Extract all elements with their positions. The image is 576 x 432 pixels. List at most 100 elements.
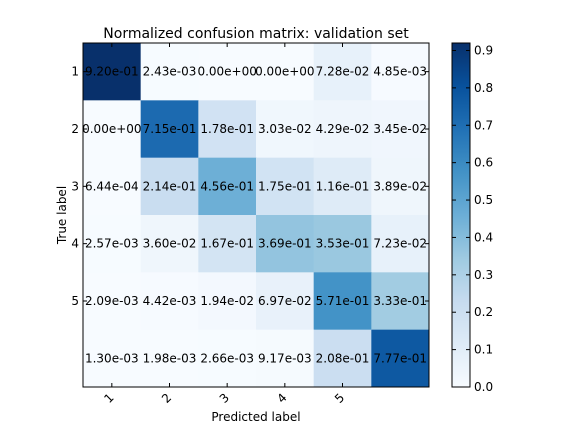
y-axis-ticks: 1 2 3 4 5 — [71, 65, 429, 308]
heatmap-cell — [313, 43, 372, 101]
colorbar-tick-label: 0.6 — [474, 156, 493, 170]
cell-value-label: 1.67e-01 — [200, 237, 254, 251]
heatmap-cell — [256, 157, 315, 216]
heatmap-cell — [371, 43, 430, 101]
heatmap-cell — [140, 272, 199, 331]
x-tick-label: 3 — [217, 391, 232, 406]
y-axis-label: True label — [55, 186, 69, 245]
cell-value-label: 1.98e-03 — [143, 351, 197, 365]
heatmap-cell-labels: 9.20e-01 2.43e-03 0.00e+000.00e+00 7.28e-02… — [82, 65, 427, 366]
y-tick-label: 2 — [71, 122, 79, 136]
heatmap-cell — [256, 272, 315, 331]
heatmap-cell — [198, 100, 257, 159]
y-tick-label: 1 — [71, 65, 79, 79]
cell-value-label: 2.57e-03 — [85, 237, 139, 251]
cell-value-label: 1.30e-03 — [85, 351, 139, 365]
cell-value-label: 4.29e-02 — [316, 122, 370, 136]
colorbar-tick-label: 0.9 — [474, 43, 493, 57]
cell-value-label: 5.71e-01 — [316, 294, 370, 308]
colorbar-ticks: 0.0 0.1 0.2 0.3 0.4 0.5 0.6 0.7 0.8 0.9 — [452, 43, 493, 394]
cell-value-label: 6.97e-02 — [258, 294, 312, 308]
cell-value-label: 4.85e-03 — [373, 65, 427, 79]
cell-value-label: 3.33e-01 — [373, 294, 427, 308]
colorbar-tick-label: 0.3 — [474, 268, 493, 282]
cell-value-label: 3.69e-01 — [258, 237, 312, 251]
heatmap-cell — [198, 329, 257, 388]
colorbar-tick-label: 0.0 — [474, 380, 493, 394]
heatmap-cell — [198, 215, 257, 273]
heatmap-cell — [140, 157, 199, 216]
colorbar-tick-label: 0.2 — [474, 305, 493, 319]
colorbar-tick-label: 0.4 — [474, 230, 493, 244]
cell-value-label: 1.75e-01 — [258, 179, 312, 193]
heatmap-cell — [371, 215, 430, 273]
heatmap-cell — [83, 157, 142, 216]
cell-value-label: 2.43e-03 — [143, 65, 197, 79]
chart-title: Normalized confusion matrix: validation … — [103, 26, 409, 42]
cell-value-label: 7.28e-02 — [316, 65, 370, 79]
heatmap-cell — [83, 215, 142, 273]
heatmap-cell — [313, 272, 372, 331]
heatmap-cell — [371, 157, 430, 216]
heatmap-cell — [198, 272, 257, 331]
colorbar-tick-label: 0.5 — [474, 193, 493, 207]
cell-value-label: 4.56e-01 — [200, 179, 254, 193]
heatmap-cell — [371, 100, 430, 159]
heatmap-cell — [198, 157, 257, 216]
heatmap-cell — [140, 100, 199, 159]
cell-value-label: 7.15e-01 — [143, 122, 197, 136]
cell-value-label: 1.94e-02 — [200, 294, 254, 308]
heatmap-cell — [313, 157, 372, 216]
x-tick-label: 1 — [101, 391, 116, 406]
heatmap-cell — [83, 100, 142, 159]
x-tick-label: 5 — [332, 391, 347, 406]
heatmap-cell — [140, 329, 199, 388]
cell-value-label: 3.03e-02 — [258, 122, 312, 136]
x-tick-label: 2 — [159, 391, 174, 406]
heatmap-cell — [83, 272, 142, 331]
cell-value-label: 3.60e-02 — [143, 237, 197, 251]
heatmap-cell — [140, 215, 199, 273]
cell-value-label: 6.44e-04 — [85, 179, 139, 193]
cell-value-label: 3.53e-01 — [316, 237, 370, 251]
plot-frame — [82, 42, 430, 388]
heatmap-cells — [83, 43, 430, 388]
colorbar-tick-label: 0.8 — [474, 81, 493, 95]
cell-value-label: 2.66e-03 — [200, 351, 254, 365]
cell-value-label: 9.20e-01 — [85, 65, 139, 79]
cell-value-label: 4.42e-03 — [143, 294, 197, 308]
cell-value-label: 0.00e+00 — [82, 122, 141, 136]
heatmap-cell — [256, 215, 315, 273]
cell-value-label: 1.16e-01 — [316, 179, 370, 193]
cell-value-label: 0.00e+00 — [197, 65, 256, 79]
heatmap-cell — [83, 329, 142, 388]
heatmap-cell — [313, 100, 372, 159]
cell-value-label: 0.00e+00 — [255, 65, 314, 79]
heatmap-cell — [371, 272, 430, 331]
heatmap-cell — [83, 43, 142, 101]
cell-value-label: 2.09e-03 — [85, 294, 139, 308]
colorbar-tick-label: 0.1 — [474, 343, 493, 357]
cell-value-label: 9.17e-03 — [258, 351, 312, 365]
cell-value-label: 2.08e-01 — [316, 351, 370, 365]
cell-value-label: 3.89e-02 — [373, 179, 427, 193]
y-tick-label: 5 — [71, 294, 79, 308]
heatmap-cell — [313, 329, 372, 388]
cell-value-label: 2.14e-01 — [143, 179, 197, 193]
x-axis-label: Predicted label — [211, 410, 300, 424]
x-tick-label: 4 — [274, 391, 289, 406]
heatmap-cell — [371, 329, 430, 388]
heatmap-cell — [256, 43, 315, 101]
heatmap-cell — [256, 100, 315, 159]
y-tick-label: 3 — [71, 179, 79, 193]
heatmap-cell — [256, 329, 315, 388]
cell-value-label: 7.23e-02 — [373, 237, 427, 251]
colorbar — [451, 42, 471, 388]
heatmap-cell — [198, 43, 257, 101]
colorbar-tick-label: 0.7 — [474, 118, 493, 132]
cell-value-label: 3.45e-02 — [373, 122, 427, 136]
y-tick-label: 4 — [71, 237, 79, 251]
heatmap-cell — [313, 215, 372, 273]
heatmap-cell — [140, 43, 199, 101]
